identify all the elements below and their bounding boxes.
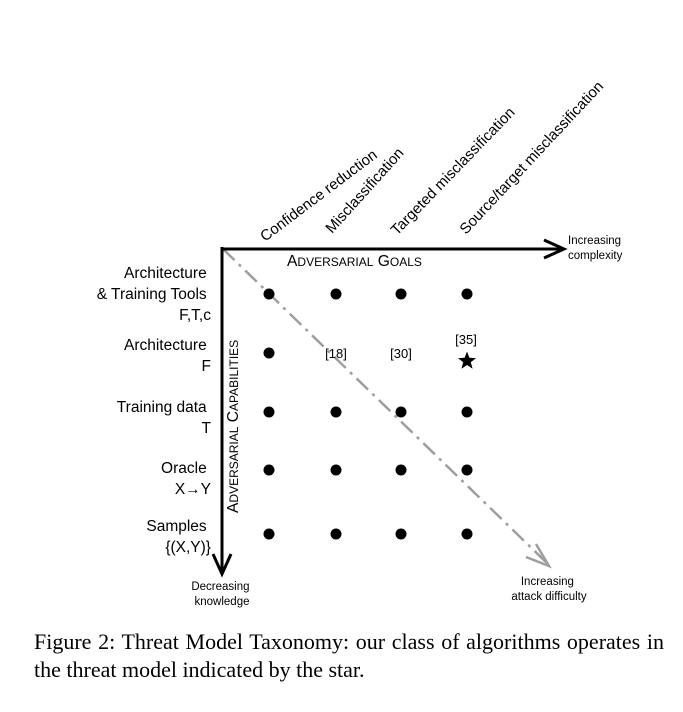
goals-axis-title: ADVERSARIAL GOALS	[287, 253, 422, 270]
grid-dot	[461, 406, 473, 418]
capability-row-label: Samples {(X,Y)}	[146, 518, 211, 556]
grid-dot	[263, 464, 275, 476]
grid-dot	[395, 406, 407, 418]
star-reference-label: [35]	[455, 332, 477, 347]
grid-dot	[263, 406, 275, 418]
grid-dot	[461, 528, 473, 540]
grid-dot	[263, 288, 275, 300]
goal-label: Source/target misclassification	[456, 78, 607, 238]
figure-caption: Figure 2: Threat Model Taxonomy: our cla…	[34, 629, 664, 682]
grid-reference-label: [30]	[390, 346, 412, 361]
goals-axis-end-label: Increasing complexity	[568, 235, 624, 262]
goals-axis-arrow	[221, 238, 568, 260]
star-marker	[458, 351, 476, 369]
capability-row-label: Oracle X→Y	[161, 460, 211, 498]
grid-dot	[263, 347, 275, 359]
grid-dot	[395, 528, 407, 540]
grid-reference-label: [18]	[325, 346, 347, 361]
grid-dot	[395, 464, 407, 476]
taxonomy-grid: [18] [30]	[263, 288, 476, 540]
capability-row-label: Architecture F	[124, 337, 211, 375]
difficulty-arrow	[222, 248, 552, 569]
capability-row-label: Training data T	[117, 399, 212, 437]
grid-dot	[461, 288, 473, 300]
capabilities-axis-end-label: Decreasing knowledge	[191, 581, 252, 608]
grid-dot	[330, 288, 342, 300]
grid-dot	[330, 464, 342, 476]
grid-dot	[263, 528, 275, 540]
grid-dot	[330, 528, 342, 540]
goal-label: Targeted misclassification	[388, 104, 519, 239]
grid-dot	[330, 406, 342, 418]
capabilities-axis-title: ADVERSARIAL CAPABILITIES	[225, 340, 242, 513]
grid-dot	[395, 288, 407, 300]
difficulty-label: Increasing attack difficulty	[511, 576, 586, 603]
capability-row-label: Architecture & Training Tools F,T,c	[97, 265, 212, 324]
capabilities-axis-arrow	[211, 247, 233, 578]
grid-dot	[461, 464, 473, 476]
